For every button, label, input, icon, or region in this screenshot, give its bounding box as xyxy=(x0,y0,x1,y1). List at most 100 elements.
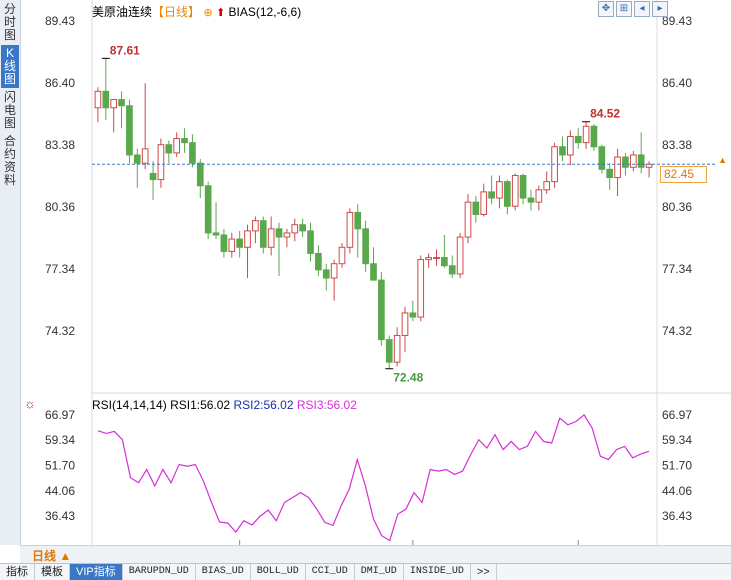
rsi-name: RSI(14,14,14) xyxy=(92,398,167,412)
tab-dmi[interactable]: DMI_UD xyxy=(355,564,404,580)
candle-up xyxy=(291,224,299,234)
rsi-ytick-left: 66.97 xyxy=(45,408,75,422)
right-icon[interactable]: ▸ xyxy=(652,1,668,17)
current-price-marker: ▲ xyxy=(718,155,727,165)
rsi-ytick-right: 66.97 xyxy=(662,408,692,422)
zoom-icon[interactable]: ⊞ xyxy=(616,1,632,17)
tab-boll[interactable]: BOLL_UD xyxy=(251,564,306,580)
rsi-line xyxy=(97,414,650,542)
price-ytick-right: 74.32 xyxy=(662,324,692,338)
candle-down xyxy=(441,257,448,267)
candle-down xyxy=(354,211,362,230)
price-ytick-left: 89.43 xyxy=(45,14,75,28)
left-icon[interactable]: ◂ xyxy=(634,1,650,17)
chart-toolbar: ✥ ⊞ ◂ ▸ xyxy=(598,1,668,17)
rsi1-value: RSI1:56.02 xyxy=(170,398,231,412)
chart-svg: 89.43 89.43 86.40 86.40 83.38 83.38 80.36 80.36… xyxy=(45,0,731,545)
tab-template[interactable]: 模板 xyxy=(35,564,70,580)
rsi-ytick-right: 44.06 xyxy=(662,484,692,498)
candle-up xyxy=(244,230,251,248)
candle-down xyxy=(527,197,535,203)
candle-down xyxy=(472,201,480,215)
candle-up xyxy=(629,154,637,168)
candle-up xyxy=(330,263,338,279)
price-ytick-right: 86.40 xyxy=(662,76,692,90)
current-price-label: 82.45 xyxy=(660,166,707,183)
tab-cci[interactable]: CCI_UD xyxy=(306,564,355,580)
rail-tab-tick[interactable]: 闪电图 xyxy=(3,90,16,130)
candle-up xyxy=(228,238,236,252)
candle-down xyxy=(448,265,456,275)
candle-down xyxy=(149,172,157,181)
chart-area[interactable]: 89.43 89.43 86.40 86.40 83.38 83.38 80.36 80.36… xyxy=(20,0,731,545)
candle-up xyxy=(173,138,181,154)
candle-up xyxy=(110,99,118,109)
indicator-label[interactable]: BIAS(12,-6,6) xyxy=(228,5,302,19)
candle-up xyxy=(511,174,519,207)
candle-down xyxy=(637,154,645,168)
period-label[interactable]: 【日线】 xyxy=(152,5,201,19)
candle-down xyxy=(181,138,188,144)
target-icon[interactable]: ⊕ xyxy=(203,7,213,19)
time-axis-bar: 日线 ▲ xyxy=(20,545,731,564)
candle-down xyxy=(259,220,267,248)
candle-down xyxy=(622,156,629,168)
period-selector[interactable]: 日线 ▲ xyxy=(32,549,72,563)
tab-more[interactable]: >> xyxy=(471,564,497,580)
candle-down xyxy=(504,181,511,207)
rsi-ytick-right: 59.34 xyxy=(662,433,692,447)
candle-down xyxy=(307,230,314,254)
candle-down xyxy=(126,105,133,156)
rail-tab-contract-info[interactable]: 合约资料 xyxy=(3,134,16,187)
rsi-settings-icon[interactable]: ☼ xyxy=(24,396,36,411)
candle-up xyxy=(346,211,354,248)
candle-down xyxy=(299,224,306,232)
rsi-ytick-left: 44.06 xyxy=(45,484,75,498)
tab-bias[interactable]: BIAS_UD xyxy=(196,564,251,580)
price-ytick-right: 80.36 xyxy=(662,200,692,214)
tab-inside[interactable]: INSIDE_UD xyxy=(404,564,471,580)
rail-tab-timeshare[interactable]: 分时图 xyxy=(3,2,16,42)
price-ytick-right: 89.43 xyxy=(662,14,692,28)
price-ytick-right: 77.34 xyxy=(662,262,692,276)
candle-up xyxy=(417,259,425,318)
candle-down xyxy=(236,238,243,248)
candle-down xyxy=(519,174,527,199)
up-arrow-icon[interactable]: ⬆ xyxy=(215,7,226,19)
candle-up xyxy=(283,232,291,238)
indicator-tabs: 指标 模板 VIP指标 BARUPDN_UD BIAS_UD BOLL_UD C… xyxy=(0,563,731,580)
candle-down xyxy=(606,168,614,179)
tab-barupdn[interactable]: BARUPDN_UD xyxy=(123,564,196,580)
candle-up xyxy=(464,201,472,238)
candle-up xyxy=(393,335,401,363)
rsi-ytick-right: 51.70 xyxy=(662,459,692,473)
candle-up xyxy=(543,181,551,191)
candle-up xyxy=(614,156,621,179)
candle-down xyxy=(370,263,377,281)
candle-down xyxy=(189,142,196,164)
candle-down xyxy=(385,339,393,363)
candle-down xyxy=(204,185,212,234)
price-ytick-left: 74.32 xyxy=(45,324,75,338)
rsi-ytick-right: 36.43 xyxy=(662,509,692,523)
left-rail: 分时图 K线图 闪电图 合约资料 xyxy=(0,0,21,545)
chart-header: 美原油连续【日线】 ⊕ ⬆ BIAS(12,-6,6) xyxy=(92,3,301,20)
candle-down xyxy=(196,162,204,187)
candle-down xyxy=(378,279,385,341)
candle-down xyxy=(165,144,173,154)
candle-down xyxy=(315,252,322,271)
candle-up xyxy=(94,90,102,109)
candle-up xyxy=(480,191,488,215)
rail-tab-kline[interactable]: K线图 xyxy=(1,45,19,88)
candle-down xyxy=(102,90,110,109)
rsi-ytick-left: 36.43 xyxy=(45,509,75,523)
move-icon[interactable]: ✥ xyxy=(598,1,614,17)
candle-down xyxy=(118,99,125,107)
annotation-low: 72.48 xyxy=(393,371,423,385)
candle-up xyxy=(141,148,149,164)
tab-indicator[interactable]: 指标 xyxy=(0,564,35,580)
candle-down xyxy=(590,125,598,148)
candle-down xyxy=(559,146,566,156)
candle-up xyxy=(425,257,432,261)
tab-vip-indicator[interactable]: VIP指标 xyxy=(70,564,123,580)
